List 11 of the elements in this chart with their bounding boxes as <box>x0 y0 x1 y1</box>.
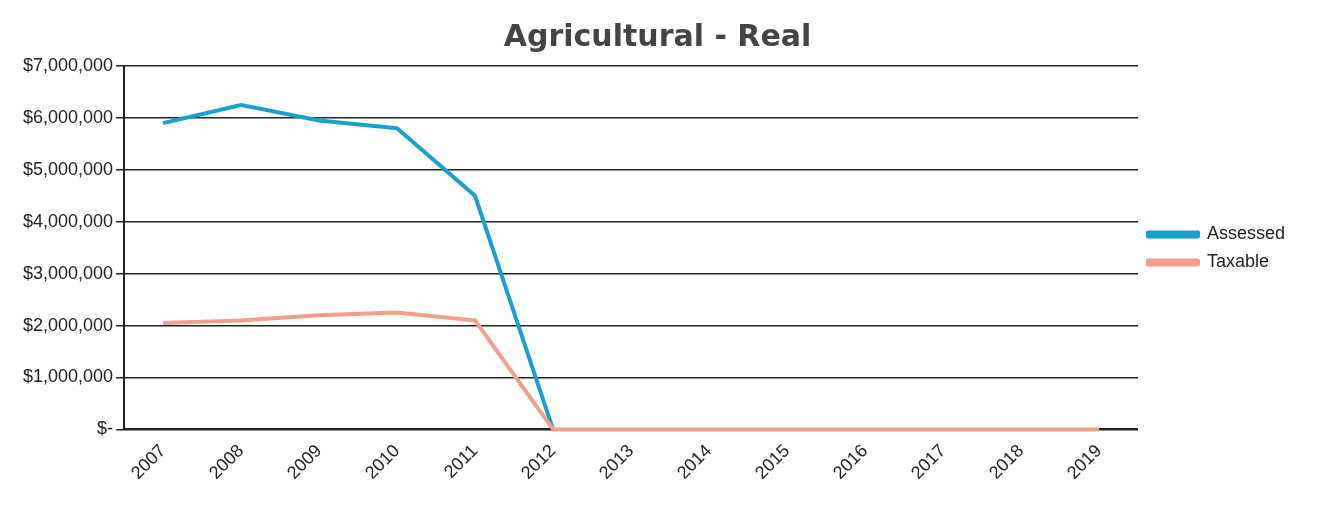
y-tick-label: $7,000,000 <box>22 54 114 75</box>
y-tick-label: $4,000,000 <box>22 210 114 231</box>
chart-title: Agricultural - Real <box>503 17 812 53</box>
y-tick-label: $5,000,000 <box>22 158 114 179</box>
y-tick-label: $6,000,000 <box>22 106 114 127</box>
legend-label: Assessed <box>1206 223 1286 244</box>
y-tick-label: $1,000,000 <box>22 366 114 387</box>
y-tick-label: $- <box>97 418 114 439</box>
y-tick-label: $3,000,000 <box>22 262 114 283</box>
y-tick-label: $2,000,000 <box>22 314 114 335</box>
legend-label: Taxable <box>1206 251 1270 272</box>
